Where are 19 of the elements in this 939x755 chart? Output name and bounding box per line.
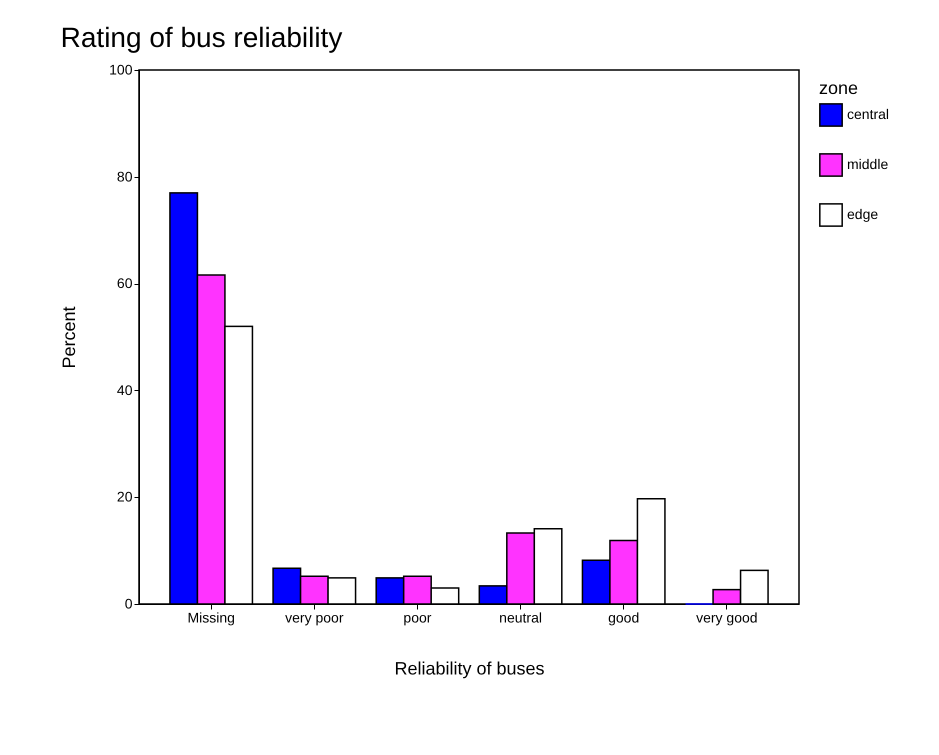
- x-tick-label: Missing: [187, 610, 235, 626]
- legend-label: central: [847, 106, 890, 122]
- y-axis-title: Percent: [59, 306, 80, 369]
- y-tick-label: 60: [116, 275, 133, 292]
- legend-label: edge: [847, 206, 878, 222]
- chart-title: Rating of bus reliability: [60, 22, 342, 53]
- x-axis-title: Reliability of buses: [394, 658, 545, 678]
- legend-title: zone: [819, 78, 858, 98]
- x-tick-label: poor: [403, 610, 432, 626]
- x-tick-label: neutral: [499, 610, 542, 626]
- legend-label: middle: [847, 156, 888, 172]
- x-tick-label: very good: [696, 610, 758, 626]
- y-tick-label: 0: [124, 596, 133, 612]
- y-tick-label: 80: [116, 168, 133, 184]
- y-tick-label: 100: [109, 62, 133, 78]
- x-tick-label: good: [608, 610, 640, 626]
- y-tick-label: 40: [116, 382, 133, 398]
- y-tick-label: 20: [116, 488, 133, 505]
- x-tick-label: very poor: [285, 610, 344, 626]
